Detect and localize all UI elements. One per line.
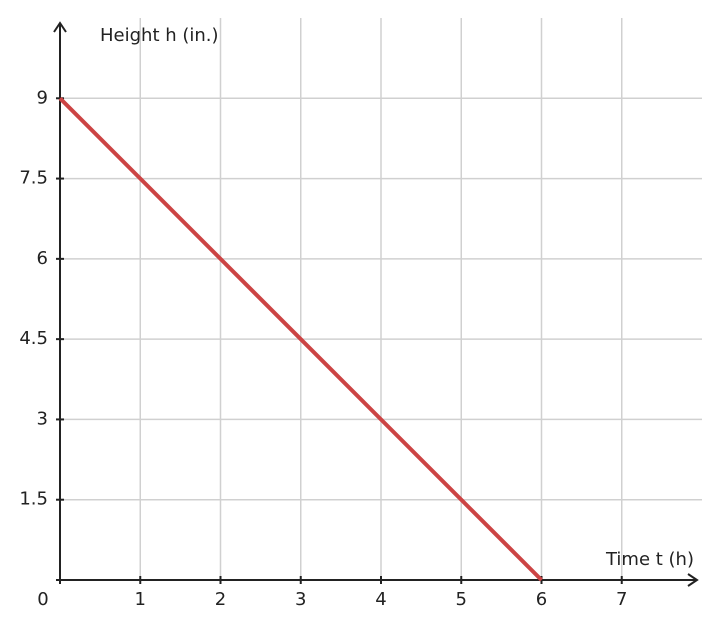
origin-label: 0 [37,589,48,610]
data-line [58,96,543,582]
y-tick-label: 3 [37,408,48,429]
x-tick-label: 6 [536,589,547,610]
y-axis-label: Height h (in.) [100,25,219,46]
y-tick-label: 1.5 [19,489,48,510]
x-axis-arrow [687,573,699,587]
x-tick-label: 3 [295,589,306,610]
y-axis-arrow [53,21,67,33]
x-tick-label: 4 [375,589,386,610]
x-tick-label: 1 [135,589,146,610]
x-tick-label: 7 [616,589,627,610]
y-tick-label: 9 [37,87,48,108]
y-tick-label: 7.5 [19,168,48,189]
x-axis-label: Time t (h) [605,549,694,570]
y-tick-label: 6 [37,248,48,269]
x-tick-label: 2 [215,589,226,610]
y-tick-label: 4.5 [19,328,48,349]
x-tick-label: 5 [456,589,467,610]
